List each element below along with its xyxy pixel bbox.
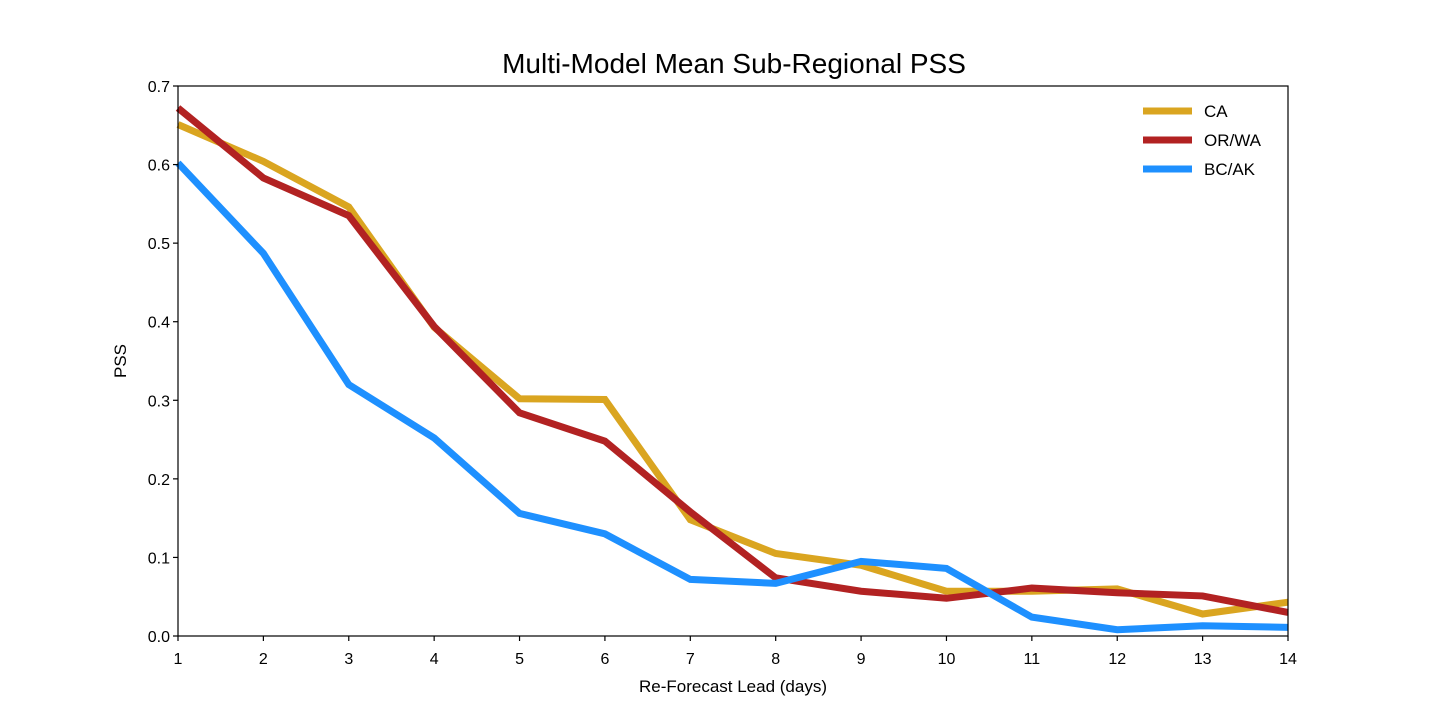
x-tick-label: 2 [259, 651, 268, 668]
legend-label-ca: CA [1204, 102, 1228, 121]
x-tick-label: 9 [857, 651, 866, 668]
series-layer [175, 105, 1289, 634]
legend-label-bc-ak: BC/AK [1204, 160, 1256, 179]
x-axis: 1 2 3 4 5 6 7 8 9 10 11 12 13 14 [174, 636, 1297, 668]
y-tick-label: 0.7 [148, 79, 170, 96]
y-tick-label: 0.6 [148, 158, 170, 175]
y-tick-label: 0.0 [148, 629, 170, 646]
x-tick-label: 7 [686, 651, 695, 668]
x-tick-label: 5 [515, 651, 524, 668]
y-tick-label: 0.4 [148, 315, 170, 332]
series-line-bc-ak [175, 160, 1289, 634]
x-axis-title: Re-Forecast Lead (days) [639, 677, 827, 696]
series-line-or-wa [175, 105, 1289, 616]
x-tick-label: 3 [344, 651, 353, 668]
legend-label-or-wa: OR/WA [1204, 131, 1262, 150]
x-tick-label: 10 [938, 651, 956, 668]
y-axis-title: PSS [111, 344, 130, 378]
legend: CA OR/WA BC/AK [1143, 102, 1262, 179]
y-axis: 0.0 0.1 0.2 0.3 0.4 0.5 0.6 0.7 [148, 79, 178, 646]
y-tick-label: 0.3 [148, 393, 170, 410]
x-tick-label: 4 [430, 651, 439, 668]
y-tick-label: 0.5 [148, 236, 170, 253]
x-tick-label: 12 [1108, 651, 1126, 668]
x-tick-label: 14 [1279, 651, 1297, 668]
x-tick-label: 6 [600, 651, 609, 668]
plot-frame [177, 85, 1289, 637]
x-tick-label: 13 [1194, 651, 1212, 668]
x-tick-label: 1 [174, 651, 183, 668]
y-tick-label: 0.1 [148, 550, 170, 567]
y-tick-label: 0.2 [148, 472, 170, 489]
chart-title: Multi-Model Mean Sub-Regional PSS [502, 48, 966, 79]
x-tick-label: 8 [771, 651, 780, 668]
x-tick-label: 11 [1024, 651, 1041, 668]
